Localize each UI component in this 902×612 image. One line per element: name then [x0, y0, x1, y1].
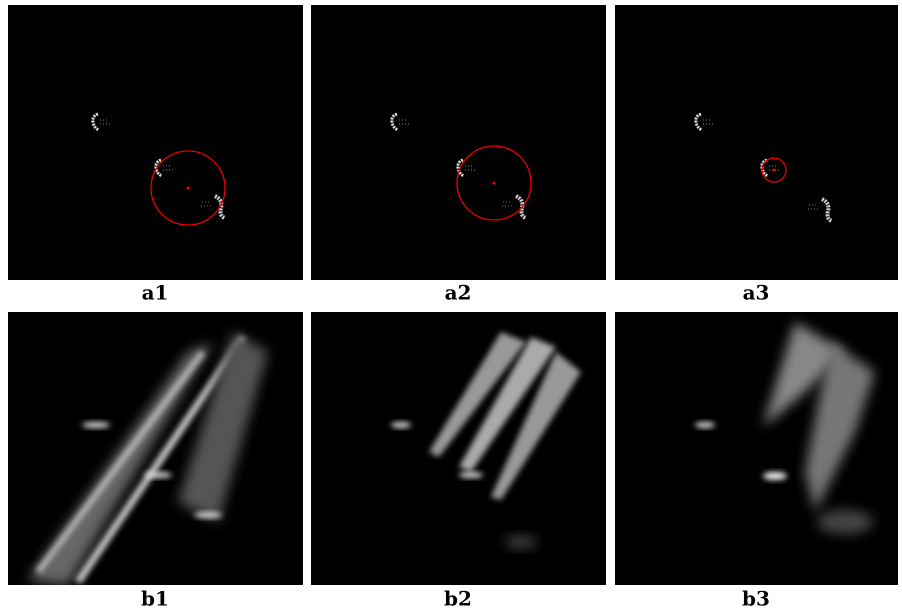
panel-a3	[615, 5, 898, 280]
panel-a2	[311, 5, 606, 280]
panel-label: b3	[742, 587, 770, 611]
panel-b1	[8, 312, 303, 585]
panel-b3	[615, 312, 898, 585]
panel-b2	[311, 312, 606, 585]
panel-label: b1	[141, 587, 169, 611]
figure: a1 a2 a3 b1 b2 b3	[0, 0, 902, 612]
panel-a1	[8, 5, 303, 280]
panel-label: a3	[743, 281, 770, 305]
panel-label: a2	[445, 281, 472, 305]
panel-label: a1	[142, 281, 169, 305]
panel-label: b2	[444, 587, 472, 611]
